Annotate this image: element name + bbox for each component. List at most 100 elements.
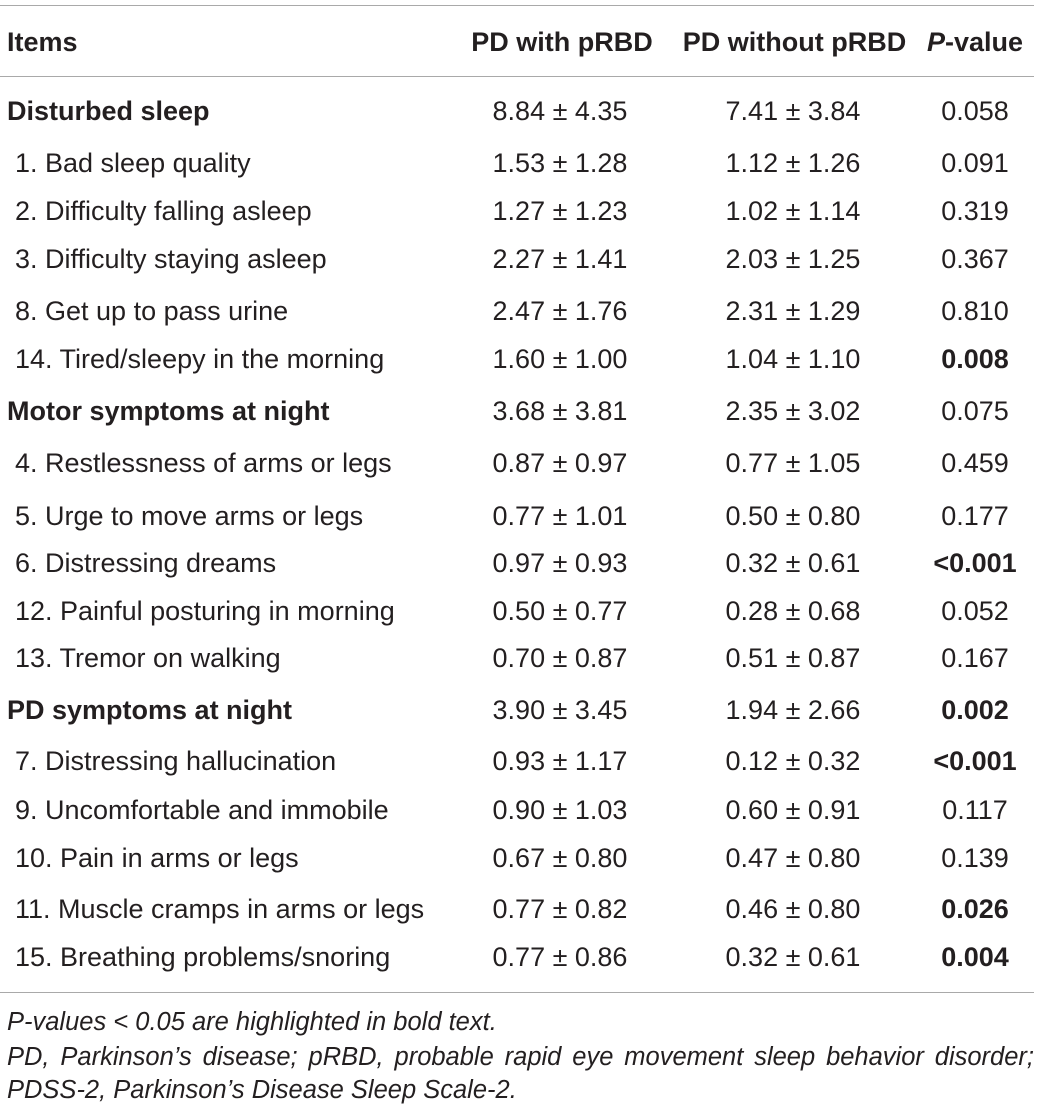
p-value: 0.052: [941, 596, 1009, 626]
with-prbd-value: 3.68 ± 3.81: [492, 396, 628, 426]
with-prbd-value: 0.77 ± 1.01: [492, 501, 628, 531]
with-prbd-value: 0.90 ± 1.03: [492, 795, 628, 825]
header-p-italic: P: [926, 27, 945, 57]
section-row: PD symptoms at night 3.90 ± 3.45 1.94 ± 2.…: [0, 697, 1034, 745]
section-row: Disturbed sleep 8.84 ± 4.35 7.41 ± 3.84 0.0…: [0, 98, 1034, 146]
without-prbd-value: 7.41 ± 3.84: [725, 96, 861, 126]
with-prbd-value: 1.53 ± 1.28: [492, 148, 628, 178]
p-value: 0.319: [941, 196, 1009, 226]
section-label: Disturbed sleep: [7, 96, 210, 126]
without-prbd-value: 0.77 ± 1.05: [725, 448, 861, 478]
p-value: 0.367: [941, 244, 1009, 274]
p-value: 0.459: [941, 448, 1009, 478]
with-prbd-value: 0.67 ± 0.80: [492, 843, 628, 873]
with-prbd-value: 0.77 ± 0.82: [492, 894, 628, 924]
header-p-rest: -value: [944, 27, 1024, 57]
item-label: 10. Pain in arms or legs: [15, 843, 299, 873]
table-header-row: Items PD with pRBD PD without pRBD P-val…: [0, 29, 1034, 77]
p-value: 0.091: [941, 148, 1009, 178]
header-without-prbd: PD without pRBD: [682, 27, 907, 57]
without-prbd-value: 0.32 ± 0.61: [725, 942, 861, 972]
header-rule: [0, 76, 1034, 77]
item-label: 14. Tired/sleepy in the morning: [15, 344, 385, 374]
header-items: Items: [7, 27, 78, 57]
with-prbd-value: 3.90 ± 3.45: [492, 695, 628, 725]
header-p-value: P-value: [916, 29, 1034, 56]
with-prbd-value: 0.87 ± 0.97: [492, 448, 628, 478]
with-prbd-value: 2.27 ± 1.41: [492, 244, 628, 274]
table-row: 9. Uncomfortable and immobile 0.90 ± 1.03…: [0, 797, 1034, 845]
top-rule: [0, 5, 1034, 6]
without-prbd-value: 2.35 ± 3.02: [725, 396, 861, 426]
table-row: 12. Painful posturing in morning 0.50 ± 0…: [0, 598, 1034, 646]
table-row: 11. Muscle cramps in arms or legs 0.77 ± …: [0, 896, 1034, 944]
table-row: 10. Pain in arms or legs 0.67 ± 0.80 0.47 …: [0, 845, 1034, 893]
p-value: 0.810: [941, 296, 1009, 326]
item-label: 2. Difficulty falling asleep: [15, 196, 312, 226]
without-prbd-value: 0.50 ± 0.80: [725, 501, 861, 531]
item-label: 12. Painful posturing in morning: [15, 596, 395, 626]
without-prbd-value: 0.47 ± 0.80: [725, 843, 861, 873]
table-row: 14. Tired/sleepy in the morning 1.60 ± 1.…: [0, 346, 1034, 394]
bottom-rule: [0, 992, 1034, 993]
without-prbd-value: 0.28 ± 0.68: [725, 596, 861, 626]
table-row: 7. Distressing hallucination 0.93 ± 1.17 0…: [0, 748, 1034, 796]
table-row: 6. Distressing dreams 0.97 ± 0.93 0.32 ± 0…: [0, 550, 1034, 598]
item-label: 5. Urge to move arms or legs: [15, 501, 364, 531]
p-value: 0.177: [941, 501, 1009, 531]
item-label: 11. Muscle cramps in arms or legs: [15, 894, 425, 924]
with-prbd-value: 8.84 ± 4.35: [492, 96, 628, 126]
without-prbd-value: 1.94 ± 2.66: [725, 695, 861, 725]
p-value: 0.058: [941, 96, 1009, 126]
p-value: 0.139: [941, 843, 1009, 873]
p-value: <0.001: [933, 548, 1017, 578]
p-value: <0.001: [933, 746, 1017, 776]
item-label: 13. Tremor on walking: [15, 643, 281, 673]
without-prbd-value: 1.12 ± 1.26: [725, 148, 861, 178]
without-prbd-value: 2.31 ± 1.29: [725, 296, 861, 326]
item-label: 8. Get up to pass urine: [15, 296, 289, 326]
with-prbd-value: 1.60 ± 1.00: [492, 344, 628, 374]
p-value: 0.008: [941, 344, 1009, 374]
item-label: 6. Distressing dreams: [15, 548, 277, 578]
without-prbd-value: 2.03 ± 1.25: [725, 244, 861, 274]
without-prbd-value: 0.60 ± 0.91: [725, 795, 861, 825]
table-row: 2. Difficulty falling asleep 1.27 ± 1.23 1…: [0, 198, 1034, 246]
without-prbd-value: 0.32 ± 0.61: [725, 548, 861, 578]
with-prbd-value: 0.77 ± 0.86: [492, 942, 628, 972]
with-prbd-value: 0.97 ± 0.93: [492, 548, 628, 578]
with-prbd-value: 0.50 ± 0.77: [492, 596, 628, 626]
p-value: 0.026: [941, 894, 1009, 924]
table-row: 8. Get up to pass urine 2.47 ± 1.76 2.31 ±…: [0, 298, 1034, 346]
without-prbd-value: 0.12 ± 0.32: [725, 746, 861, 776]
p-value: 0.167: [941, 643, 1009, 673]
table-row: 15. Breathing problems/snoring 0.77 ± 0.8…: [0, 944, 1034, 992]
footnote-bold-note: P-values < 0.05 are highlighted in bold …: [7, 1008, 497, 1036]
item-label: 15. Breathing problems/snoring: [15, 942, 391, 972]
table-row: 3. Difficulty staying asleep 2.27 ± 1.41 2…: [0, 246, 1034, 294]
p-value: 0.002: [941, 695, 1009, 725]
p-value: 0.075: [941, 396, 1009, 426]
item-label: 4. Restlessness of arms or legs: [15, 448, 392, 478]
without-prbd-value: 1.04 ± 1.10: [725, 344, 861, 374]
table-row: 13. Tremor on walking 0.70 ± 0.87 0.51 ± 0…: [0, 645, 1034, 693]
with-prbd-value: 0.93 ± 1.17: [492, 746, 628, 776]
section-label: Motor symptoms at night: [7, 396, 330, 426]
table-row: 4. Restlessness of arms or legs 0.87 ± 0.…: [0, 450, 1034, 498]
item-label: 7. Distressing hallucination: [15, 746, 337, 776]
with-prbd-value: 2.47 ± 1.76: [492, 296, 628, 326]
footnote-abbreviations: PD, Parkinson’s disease; pRBD, probable …: [7, 1043, 1034, 1104]
item-label: 9. Uncomfortable and immobile: [15, 795, 389, 825]
item-label: 3. Difficulty staying asleep: [15, 244, 327, 274]
p-value: 0.117: [942, 795, 1008, 825]
without-prbd-value: 0.51 ± 0.87: [725, 643, 861, 673]
section-label: PD symptoms at night: [7, 695, 293, 725]
without-prbd-value: 1.02 ± 1.14: [725, 196, 861, 226]
item-label: 1. Bad sleep quality: [15, 148, 251, 178]
table-row: 1. Bad sleep quality 1.53 ± 1.28 1.12 ± 1.…: [0, 150, 1034, 198]
table-row: 5. Urge to move arms or legs 0.77 ± 1.01 0…: [0, 503, 1034, 551]
p-value: 0.004: [941, 942, 1009, 972]
without-prbd-value: 0.46 ± 0.80: [725, 894, 861, 924]
header-with-prbd: PD with pRBD: [471, 27, 653, 57]
section-row: Motor symptoms at night 3.68 ± 3.81 2.35 ±…: [0, 398, 1034, 446]
